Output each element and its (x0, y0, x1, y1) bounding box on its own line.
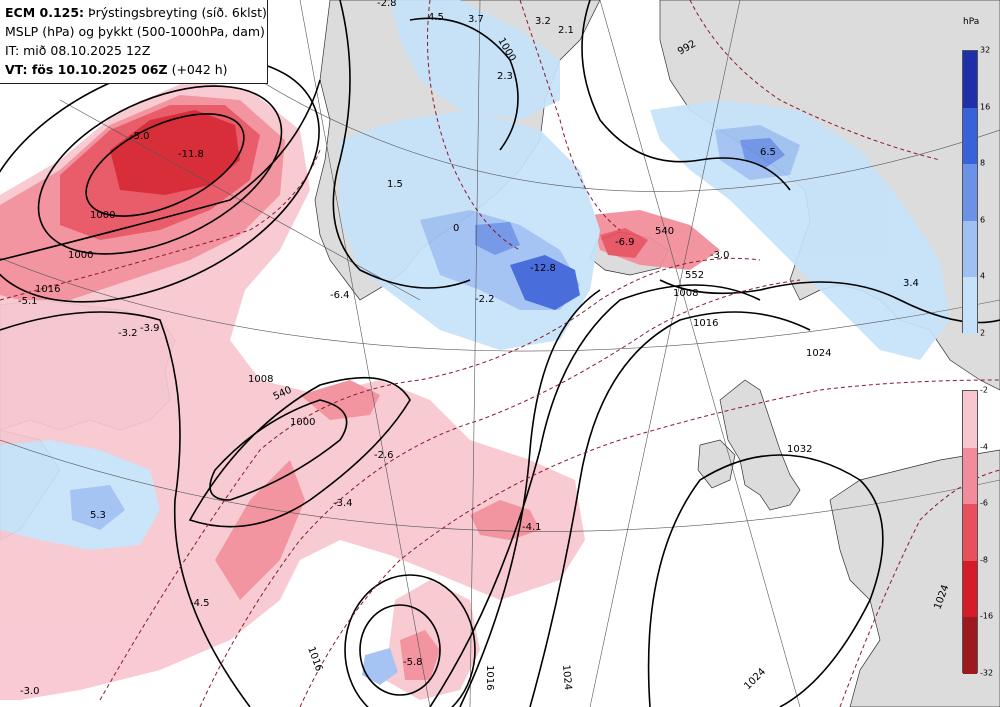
isobar-label: 1024 (560, 664, 573, 690)
colorbar-tick-label: -2 (980, 385, 988, 395)
colorbar-tick-label: -32 (980, 668, 994, 678)
colorbar-unit: hPa (963, 17, 980, 27)
change-label: 3.4 (903, 278, 919, 289)
colorbar-negative (962, 390, 978, 674)
isobar-label: 1016 (693, 318, 718, 329)
change-label: -2.8 (377, 0, 397, 9)
colorbar-segment (963, 164, 977, 221)
pos-core (510, 255, 580, 310)
pressure-change-shading (0, 0, 950, 700)
change-label: -4.5 (190, 598, 210, 609)
colorbar-tick-label: -6 (980, 498, 988, 508)
neg-band-mid (300, 380, 380, 420)
map-info-box: ECM 0.125: Þrýstingsbreyting (síð. 6klst… (0, 0, 268, 84)
colorbar-segment (963, 504, 977, 561)
change-label: -3.0 (20, 686, 40, 697)
isobar-label: 1016 (484, 665, 495, 690)
change-label: 4.5 (428, 12, 444, 23)
colorbar-tick-label: 6 (980, 215, 986, 225)
init-time: IT: mið 08.10.2025 12Z (5, 43, 151, 58)
field-name: Þrýstingsbreyting (síð. 6klst) (88, 5, 267, 20)
colorbar-tick-label: 32 (980, 45, 991, 55)
change-label: 3.7 (468, 14, 484, 25)
change-label: -6.4 (330, 290, 350, 301)
neg-low-core (400, 630, 440, 680)
colorbar-segment (963, 391, 977, 448)
change-label: -12.8 (530, 263, 556, 274)
colorbar-segment (963, 560, 977, 618)
thickness-label: 540 (655, 226, 674, 237)
pos-core-2 (475, 222, 520, 255)
colorbar-tick-label: 16 (980, 102, 991, 112)
isobar-label: 1000 (90, 210, 115, 221)
change-label: -2.2 (475, 294, 495, 305)
colorbar-segment (963, 447, 977, 505)
change-label: 3.2 (535, 16, 551, 27)
colorbar-tick-label: 8 (980, 158, 986, 168)
change-label: 5.3 (90, 510, 106, 521)
isobar-label: 1008 (673, 288, 698, 299)
neg-band-sw (215, 460, 305, 600)
change-label: -3.9 (140, 323, 160, 334)
colorbar-tick-label: 4 (980, 271, 986, 281)
change-label: -4.1 (522, 522, 542, 533)
colorbar-tick-label: 2 (980, 328, 986, 338)
change-label: 2.1 (558, 25, 574, 36)
change-label: -6.9 (615, 237, 635, 248)
neg-core-iceland (600, 228, 648, 258)
change-label: -5.1 (18, 296, 38, 307)
colorbar-positive (962, 50, 978, 334)
pos-norway (650, 100, 950, 360)
colorbar-segment (963, 220, 977, 278)
change-label: -2.6 (374, 450, 394, 461)
change-label: -3.0 (710, 250, 730, 261)
change-label: 0 (453, 223, 459, 234)
change-label: 6.5 (760, 147, 776, 158)
colorbar-segment (963, 107, 977, 165)
isobar-label: 1000 (290, 417, 315, 428)
map-labels: -5.0 -11.8 -5.1 -3.2 -3.9 -6.4 -2.6 -3.4… (18, 0, 952, 697)
subtitle-line: MSLP (hPa) og þykkt (500-1000hPa, dam) (5, 24, 265, 39)
pos-norway-core (740, 138, 785, 168)
europe-mainland (829, 449, 1000, 707)
lead-time: (+042 h) (171, 62, 228, 77)
isobar-label: 1016 (35, 284, 60, 295)
change-label: 1.5 (387, 179, 403, 190)
colorbar-segment (963, 617, 977, 674)
title-line: ECM 0.125: Þrýstingsbreyting (síð. 6klst… (5, 3, 267, 22)
change-label: 2.3 (497, 71, 513, 82)
change-label: -11.8 (178, 149, 204, 160)
change-label: -5.8 (403, 657, 423, 668)
colorbar-tick-label: -16 (980, 611, 994, 621)
isobar-label: 1008 (248, 374, 273, 385)
colorbar-tick-label: -8 (980, 555, 988, 565)
model-name: ECM 0.125: (5, 5, 85, 20)
british-isles (719, 379, 801, 511)
colorbar-tick-label: -4 (980, 442, 988, 452)
isobar-label: 1000 (68, 250, 93, 261)
change-label: -3.2 (118, 328, 138, 339)
colorbar-segment (963, 277, 977, 334)
valid-time: VT: fös 10.10.2025 06Z (5, 62, 168, 77)
change-label: -3.4 (333, 498, 353, 509)
isobar-label: 1032 (787, 444, 812, 455)
colorbar-segment (963, 51, 977, 108)
isobar-label: 1024 (806, 348, 831, 359)
thickness-label: 552 (685, 270, 704, 281)
change-label: -5.0 (130, 131, 150, 142)
valid-time-line: VT: fös 10.10.2025 06Z (+042 h) (5, 60, 267, 79)
pos-low-south (362, 648, 398, 685)
pos-baffin-2 (70, 485, 125, 530)
